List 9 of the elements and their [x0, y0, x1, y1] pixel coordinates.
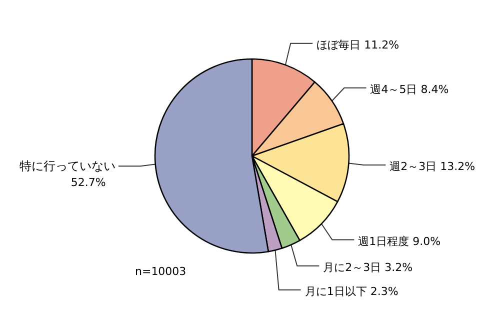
data-label: 52.7%: [70, 176, 106, 190]
slice-label: ほぼ毎日 11.2%: [316, 38, 400, 52]
slice-label: 月に1日以下 2.3%: [304, 284, 398, 298]
slice-label: 週2～3日 13.2%: [390, 160, 476, 174]
text: n=10003: [135, 265, 186, 278]
slice-label: 特に行っていない: [19, 159, 116, 174]
slice-label: 月に2～3日 3.2%: [323, 260, 413, 274]
slice-label: 週4～5日 8.4%: [370, 82, 449, 96]
slice-label: 週1日程度 9.0%: [358, 234, 441, 248]
